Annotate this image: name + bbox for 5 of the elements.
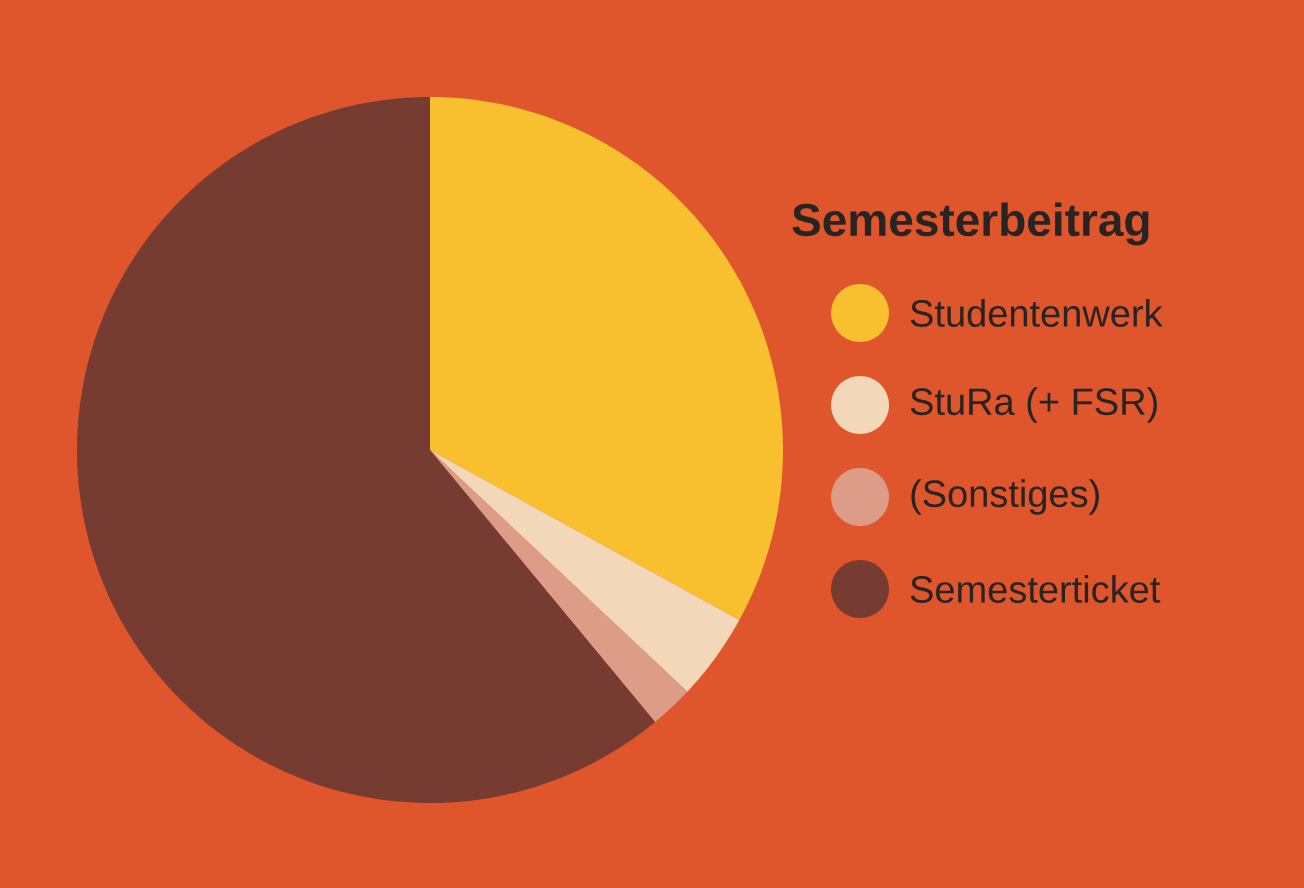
legend-label: StuRa (+ FSR) [910, 387, 1157, 423]
legend-label: Studentenwerk [910, 299, 1163, 327]
legend-title: Semesterbeitrag [792, 202, 1149, 246]
legend-label: Semesterticket [910, 575, 1161, 603]
legend-label: (Sonstiges) [911, 479, 1099, 515]
